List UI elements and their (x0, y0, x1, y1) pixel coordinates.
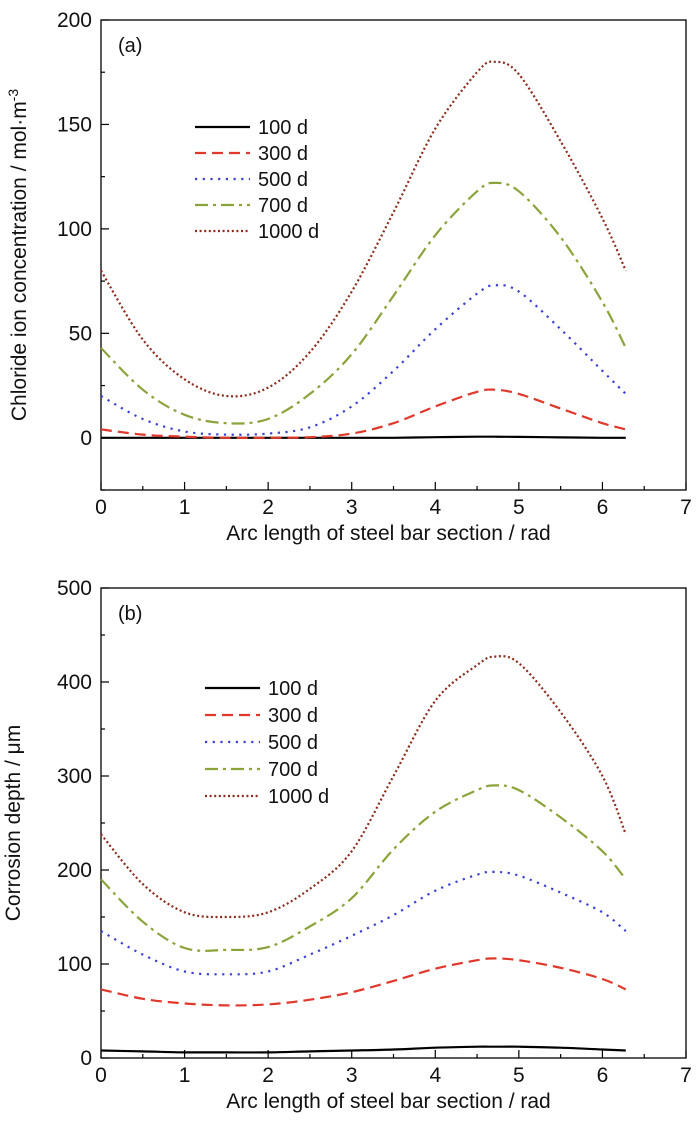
series-line-100-d (100, 435, 626, 439)
x-tick-label: 6 (597, 496, 609, 519)
series-line-700-d (100, 784, 627, 952)
panel-a: 0 1 2 3 4 5 6 7 0 50 100 150 200 Arc length of steel … (5, 9, 692, 545)
legend-label: 1000 d (258, 221, 319, 243)
y-tick-label: 500 (57, 577, 92, 600)
series-line-1000-d (100, 655, 627, 919)
x-tick-label: 0 (95, 496, 107, 519)
series-line-300-d (100, 957, 627, 1007)
y-tick-label: 300 (57, 765, 92, 788)
x-tick-label: 4 (429, 1064, 441, 1087)
y-axis-title: Corrosion depth / μm (2, 725, 25, 922)
y-axis-title: Chloride ion concentration / mol·m-3 (5, 89, 31, 421)
legend-label: 300 d (268, 705, 318, 727)
y-tick-label: 100 (57, 218, 92, 241)
x-tick-label: 1 (179, 1064, 191, 1087)
x-tick-label: 3 (346, 1064, 358, 1087)
x-tick-label: 0 (95, 1064, 107, 1087)
panel-b: 0 1 2 3 4 5 6 7 0 100 200 300 400 500 Arc length of st… (2, 577, 692, 1113)
x-tick-label: 5 (513, 496, 525, 519)
x-tick-label: 1 (179, 496, 191, 519)
x-tick-label: 6 (597, 1064, 609, 1087)
y-axis-title-superscript: -3 (5, 89, 21, 102)
x-tick-label: 7 (680, 1064, 692, 1087)
plot-frame (100, 19, 687, 491)
y-tick-label: 150 (57, 113, 92, 136)
series-line-300-d (100, 388, 627, 440)
series-line-500-d (100, 283, 627, 436)
series-line-1000-d (100, 60, 627, 398)
y-tick-label: 200 (57, 859, 92, 882)
x-tick-label: 4 (429, 496, 441, 519)
legend-label: 100 d (268, 678, 318, 700)
x-axis-title: Arc length of steel bar section / rad (226, 1090, 551, 1113)
legend-label: 700 d (258, 195, 308, 217)
y-tick-label: 50 (69, 322, 92, 345)
y-tick-label: 0 (80, 1047, 92, 1070)
y-tick-label: 100 (57, 953, 92, 976)
panel-label: (a) (118, 35, 142, 57)
y-tick-label: 0 (80, 427, 92, 450)
legend-label: 700 d (268, 759, 318, 781)
series-line-100-d (100, 1045, 626, 1054)
y-tick-label: 200 (57, 9, 92, 32)
x-tick-label: 2 (262, 1064, 274, 1087)
y-tick-label: 400 (57, 671, 92, 694)
legend-label: 100 d (258, 117, 308, 139)
x-tick-label: 3 (346, 496, 358, 519)
legend-label: 300 d (258, 143, 308, 165)
plot-frame (100, 587, 687, 1059)
legend-label: 500 d (268, 732, 318, 754)
x-tick-label: 2 (262, 496, 274, 519)
series-line-700-d (100, 181, 627, 425)
x-axis-title: Arc length of steel bar section / rad (226, 522, 551, 545)
panel-label: (b) (118, 603, 142, 625)
x-tick-label: 7 (680, 496, 692, 519)
x-tick-label: 5 (513, 1064, 525, 1087)
legend-label: 500 d (258, 169, 308, 191)
legend-label: 1000 d (268, 786, 329, 808)
